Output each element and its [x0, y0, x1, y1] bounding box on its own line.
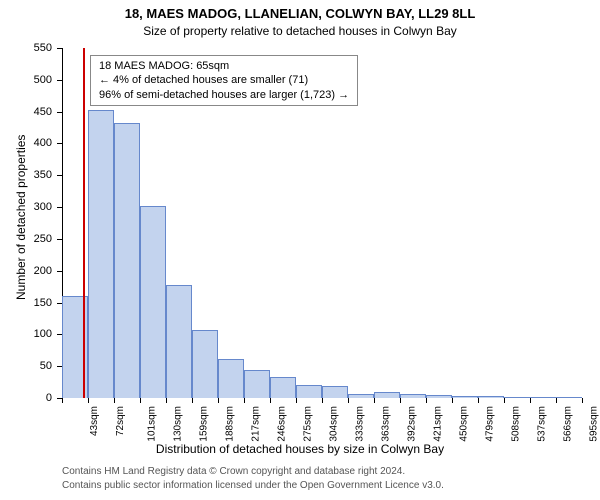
- ytick-label: 550: [22, 42, 52, 54]
- ytick-label: 400: [22, 137, 52, 149]
- ytick-label: 500: [22, 74, 52, 86]
- chart-title: 18, MAES MADOG, LLANELIAN, COLWYN BAY, L…: [0, 6, 600, 21]
- histogram-bar: [270, 377, 296, 398]
- xtick-label: 217sqm: [251, 406, 262, 442]
- histogram-bar: [556, 397, 582, 398]
- xtick-label: 508sqm: [511, 406, 522, 442]
- histogram-bar: [452, 396, 478, 398]
- annotation-line2: ← 4% of detached houses are smaller (71): [99, 73, 349, 87]
- xtick-label: 333sqm: [355, 406, 366, 442]
- xtick-label: 537sqm: [537, 406, 548, 442]
- marker-line: [83, 48, 85, 398]
- histogram-bar: [374, 392, 400, 398]
- xtick-label: 595sqm: [589, 406, 600, 442]
- histogram-bar: [140, 206, 166, 398]
- xtick-label: 275sqm: [303, 406, 314, 442]
- xtick-label: 304sqm: [329, 406, 340, 442]
- x-axis-label: Distribution of detached houses by size …: [0, 442, 600, 456]
- ytick-label: 150: [22, 297, 52, 309]
- xtick-label: 363sqm: [381, 406, 392, 442]
- histogram-bar: [296, 385, 322, 398]
- ytick-label: 200: [22, 265, 52, 277]
- ytick-label: 350: [22, 169, 52, 181]
- xtick-label: 450sqm: [459, 406, 470, 442]
- xtick-label: 43sqm: [89, 406, 100, 436]
- ytick-label: 300: [22, 201, 52, 213]
- ytick-label: 250: [22, 233, 52, 245]
- footer-line2: Contains public sector information licen…: [62, 480, 444, 491]
- annotation-line1: 18 MAES MADOG: 65sqm: [99, 59, 349, 73]
- xtick-label: 421sqm: [433, 406, 444, 442]
- histogram-bar: [478, 396, 504, 398]
- histogram-bar: [322, 386, 348, 398]
- xtick-label: 159sqm: [199, 406, 210, 442]
- chart-subtitle: Size of property relative to detached ho…: [0, 24, 600, 38]
- histogram-bar: [244, 370, 270, 398]
- ytick-label: 50: [22, 360, 52, 372]
- ytick-label: 0: [22, 392, 52, 404]
- ytick-label: 100: [22, 328, 52, 340]
- histogram-bar: [166, 285, 192, 398]
- xtick-label: 101sqm: [147, 406, 158, 442]
- annotation-box: 18 MAES MADOG: 65sqm ← 4% of detached ho…: [90, 55, 358, 106]
- histogram-bar: [400, 394, 426, 398]
- histogram-bar: [530, 397, 556, 398]
- histogram-bar: [218, 359, 244, 398]
- footer-line1: Contains HM Land Registry data © Crown c…: [62, 466, 405, 477]
- histogram-bar: [114, 123, 140, 398]
- xtick-label: 130sqm: [173, 406, 184, 442]
- histogram-bar: [504, 397, 530, 398]
- histogram-bar: [192, 330, 218, 398]
- annotation-line3: 96% of semi-detached houses are larger (…: [99, 88, 349, 102]
- xtick-label: 72sqm: [115, 406, 126, 436]
- histogram-bar: [348, 394, 374, 398]
- xtick-label: 246sqm: [277, 406, 288, 442]
- histogram-bar: [426, 395, 452, 398]
- histogram-bar: [88, 110, 114, 398]
- ytick-label: 450: [22, 106, 52, 118]
- xtick-label: 188sqm: [225, 406, 236, 442]
- xtick-label: 566sqm: [563, 406, 574, 442]
- xtick-label: 392sqm: [407, 406, 418, 442]
- xtick-label: 479sqm: [485, 406, 496, 442]
